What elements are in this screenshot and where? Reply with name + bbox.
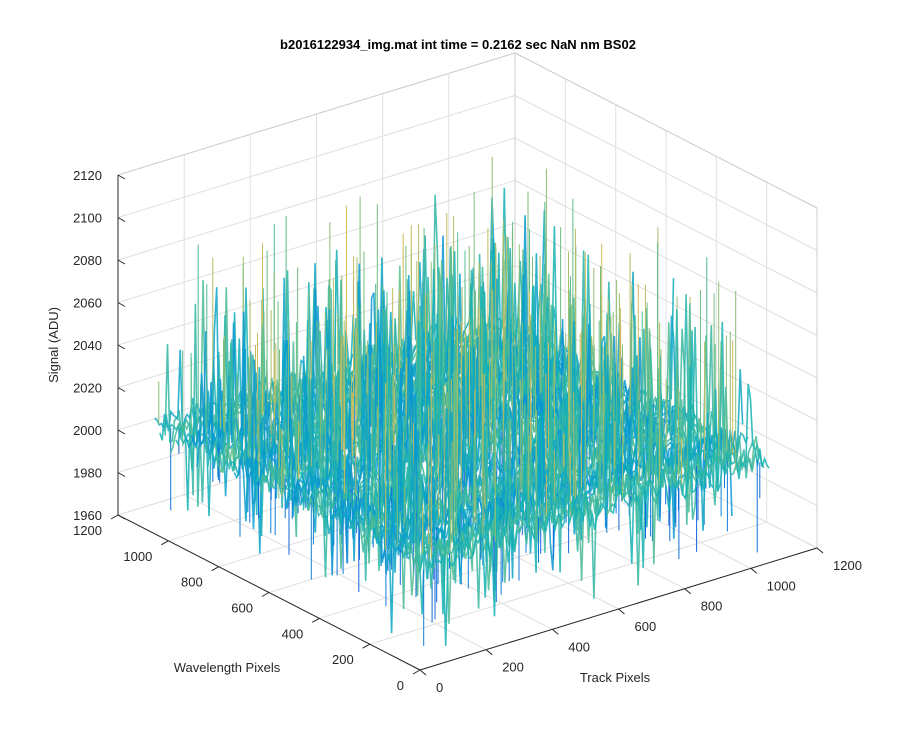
x-tick-label: 200 (502, 660, 524, 675)
y-tick-label: 0 (397, 678, 404, 693)
z-tick-label: 2060 (73, 296, 102, 311)
z-tick-label: 2040 (73, 338, 102, 353)
y-tick-label: 1200 (73, 523, 102, 538)
y-tick-label: 1000 (123, 549, 152, 564)
y-tick (412, 669, 421, 675)
labels-layer: 0 200 400 600 800 1000 1200 0 200 400 600 800 1000 12… (73, 168, 862, 695)
y-tick (312, 617, 320, 623)
gridline-back-z (117, 222, 516, 346)
z-tick-label: 2120 (73, 168, 102, 183)
surface-row (419, 366, 770, 646)
gridline-floor-y (369, 521, 767, 645)
z-tick (117, 259, 126, 265)
x-tick-label: 0 (436, 680, 443, 695)
x-tick (684, 588, 692, 595)
x-tick-label: 600 (635, 619, 657, 634)
y-tick-label: 600 (231, 601, 253, 616)
x-tick (618, 608, 625, 615)
z-tick-label: 2080 (73, 253, 102, 268)
z-tick-label: 2100 (73, 211, 102, 226)
gridline-side-z (514, 137, 818, 294)
x-tick-label: 400 (568, 639, 590, 654)
gridline-side-z (514, 265, 818, 421)
gridline-back-z (117, 180, 516, 303)
x-tick (551, 628, 559, 635)
y-tick (362, 643, 370, 649)
z-tick-label: 2020 (73, 381, 102, 396)
x-tick (485, 649, 493, 656)
z-tick (117, 217, 126, 222)
z-tick (117, 472, 126, 477)
axes-layer (110, 174, 824, 676)
y-tick (211, 566, 219, 572)
y-tick-label: 200 (332, 652, 354, 667)
y-tick (110, 514, 119, 520)
gridline-back-z (117, 95, 516, 218)
x-tick (816, 547, 824, 554)
y-tick-label: 800 (181, 575, 203, 590)
x-tick-label: 1200 (833, 558, 862, 573)
y-axis-title: Wavelength Pixels (174, 660, 281, 675)
x-tick-label: 1000 (767, 578, 796, 593)
x-axis-title: Track Pixels (580, 670, 651, 685)
z-tick (117, 302, 126, 307)
gridline-side-z (514, 180, 818, 336)
z-tick (117, 387, 126, 392)
x-tick-label: 800 (701, 599, 723, 614)
z-tick (117, 174, 126, 180)
y-tick (261, 592, 270, 597)
box-edge (117, 52, 516, 176)
x-tick (750, 567, 758, 574)
chart-title: b2016122934_img.mat int time = 0.2162 se… (280, 37, 636, 52)
y-tick (161, 540, 169, 546)
surface-row (403, 325, 754, 609)
x-tick (419, 669, 427, 676)
z-tick (117, 344, 126, 350)
z-tick (117, 514, 126, 520)
surface-layer (154, 156, 770, 646)
z-tick-label: 2000 (73, 423, 102, 438)
z-axis-title: Signal (ADU) (46, 307, 61, 383)
z-tick (117, 429, 126, 435)
gridline-side-z (514, 222, 818, 379)
z-tick-label: 1960 (73, 508, 102, 523)
box-edge (514, 52, 818, 209)
gridline-side-z (514, 95, 818, 251)
z-tick-label: 1980 (73, 466, 102, 481)
y-tick-label: 400 (282, 626, 304, 641)
surface-row (382, 385, 733, 571)
gridline-back-z (117, 137, 516, 261)
